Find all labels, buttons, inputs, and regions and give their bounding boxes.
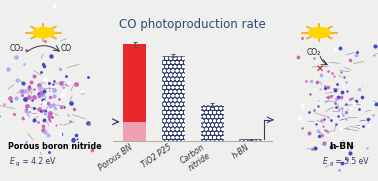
Circle shape [33, 28, 54, 38]
Circle shape [309, 28, 330, 38]
Text: = 4.2 eV: = 4.2 eV [20, 157, 55, 166]
Text: CO: CO [60, 44, 72, 53]
Text: E: E [323, 157, 328, 166]
Bar [239, 139, 262, 141]
Text: ✕: ✕ [315, 64, 324, 74]
Bar [200, 105, 224, 141]
Text: g: g [16, 161, 19, 166]
Text: CO₂: CO₂ [307, 48, 321, 57]
Text: g: g [330, 161, 333, 166]
Bar [162, 56, 185, 141]
Text: E: E [9, 157, 14, 166]
Title: CO photoproduction rate: CO photoproduction rate [119, 18, 266, 31]
Bar [123, 122, 146, 141]
Bar [123, 44, 146, 122]
Text: = 5.5 eV: = 5.5 eV [333, 157, 369, 166]
Text: h-BN: h-BN [329, 142, 353, 151]
Text: Porous boron nitride: Porous boron nitride [8, 142, 101, 151]
Text: CO₂: CO₂ [10, 44, 24, 53]
